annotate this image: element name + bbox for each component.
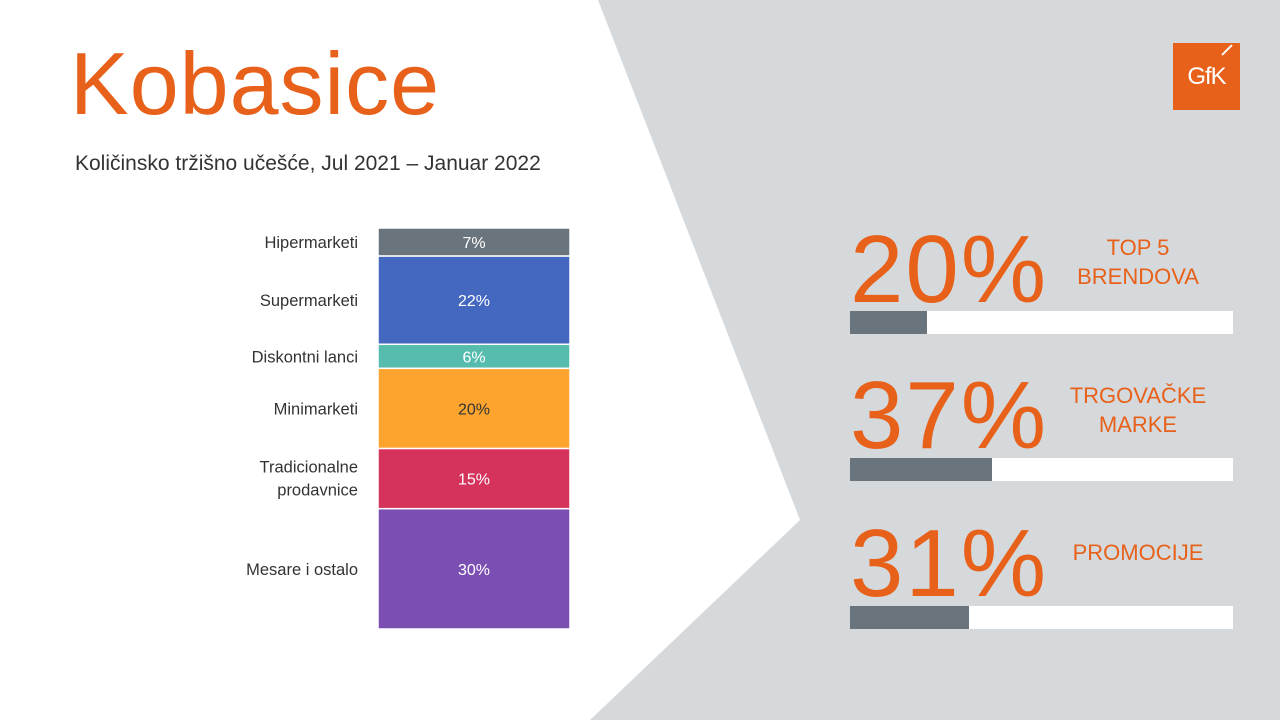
category-label-mesare-i-ostalo: Mesare i ostalo xyxy=(246,561,358,579)
bar-segment-mesare-i-ostalo xyxy=(377,507,571,630)
category-label-minimarketi: Minimarketi xyxy=(274,400,358,418)
kpi-top5-label: TOP 5 BRENDOVA xyxy=(1077,235,1199,289)
kpi-private-label-value: 37% xyxy=(850,362,1049,469)
bar-segment-diskontni-lanci xyxy=(377,343,571,370)
bar-segment-minimarketi xyxy=(377,367,571,450)
kpi-promotions-label: PROMOCIJE xyxy=(1072,540,1204,565)
kpi-private-label-bar xyxy=(850,458,1233,481)
data-label-hipermarketi: 7% xyxy=(462,235,485,252)
bar-segment-supermarketi xyxy=(377,255,571,346)
data-label-mesare-i-ostalo: 30% xyxy=(458,562,490,579)
data-label-minimarketi: 20% xyxy=(458,401,490,418)
kpi-promotions-bar xyxy=(850,606,1233,629)
page-title: Kobasice xyxy=(70,34,441,133)
category-label-hipermarketi: Hipermarketi xyxy=(264,234,358,252)
gray-arrow-panel xyxy=(590,0,1280,720)
kpi-promotions-value: 31% xyxy=(850,510,1049,617)
data-label-supermarketi: 22% xyxy=(458,293,490,310)
page-subtitle: Količinsko tržišno učešće, Jul 2021 – Ja… xyxy=(75,152,541,175)
kpi-top5-value: 20% xyxy=(850,216,1049,323)
gfk-logo: GfK xyxy=(1173,43,1240,110)
kpi-promotions-bar-fill xyxy=(850,606,969,629)
gfk-logo-text: GfK xyxy=(1187,63,1226,90)
data-label-diskontni-lanci: 6% xyxy=(462,349,485,366)
category-label-tradicionalne-prodavnice: Tradicionalne prodavnice xyxy=(260,459,358,500)
category-label-supermarketi: Supermarketi xyxy=(260,292,358,310)
kpi-top5-bar xyxy=(850,311,1233,334)
kpi-top5-bar-fill xyxy=(850,311,927,334)
data-label-tradicionalne-prodavnice: 15% xyxy=(458,472,490,489)
kpi-private-label-bar-fill xyxy=(850,458,992,481)
kpi-private-label-label: TRGOVAČKE MARKE xyxy=(1069,383,1207,437)
category-label-diskontni-lanci: Diskontni lanci xyxy=(252,348,358,366)
